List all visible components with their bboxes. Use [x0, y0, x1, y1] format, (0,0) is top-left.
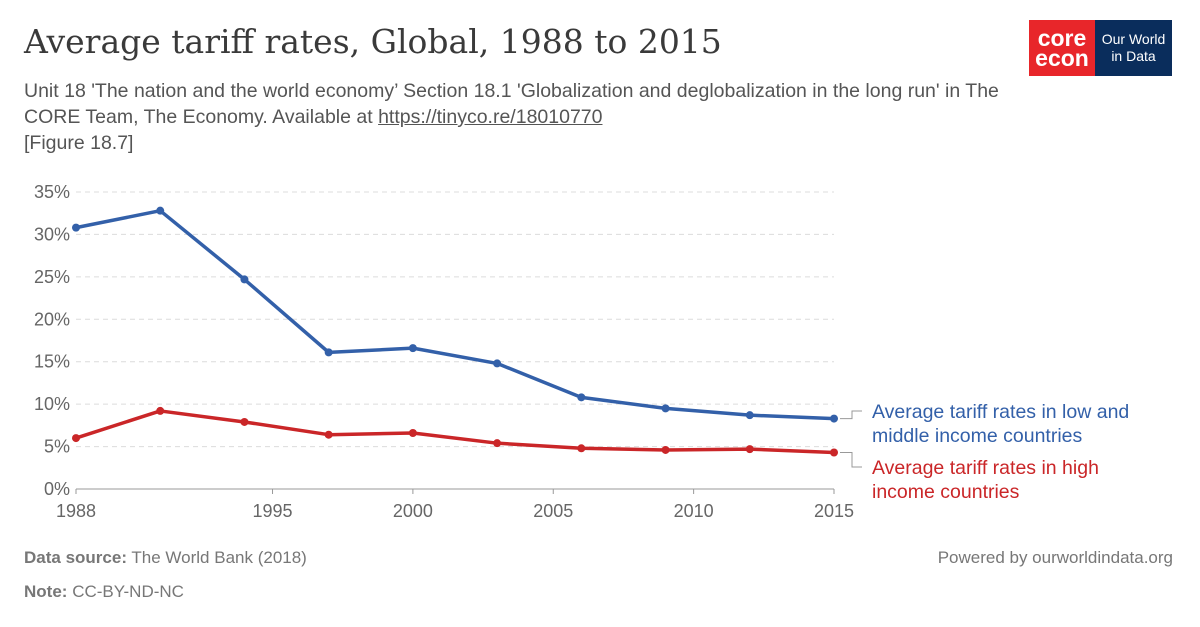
data-point — [830, 414, 838, 423]
data-point — [661, 404, 670, 413]
source-label: Data source: — [24, 548, 127, 567]
data-point — [240, 417, 249, 426]
y-tick-label: 20% — [34, 309, 70, 329]
note-label: Note: — [24, 582, 68, 601]
y-tick-label: 5% — [44, 437, 70, 457]
powered-by-link[interactable]: Powered by ourworldindata.org — [937, 548, 1173, 567]
license-note: Note: CC-BY-ND-NC — [24, 582, 184, 602]
chart-subtitle: Unit 18 'The nation and the world econom… — [24, 78, 1004, 156]
subtitle-link[interactable]: https://tinyco.re/18010770 — [378, 106, 603, 128]
data-point — [745, 411, 754, 420]
data-point — [324, 348, 333, 357]
x-tick-label: 2005 — [533, 501, 573, 521]
y-tick-label: 30% — [34, 224, 70, 244]
subtitle-figure-ref: [Figure 18.7] — [24, 132, 134, 154]
series-label-1: income countries — [872, 481, 1020, 503]
data-point — [408, 428, 417, 437]
data-point — [156, 406, 165, 415]
x-tick-label: 2010 — [674, 501, 714, 521]
data-point — [493, 359, 502, 368]
data-point — [240, 275, 249, 284]
series-label-0: middle income countries — [872, 425, 1083, 447]
data-point — [324, 430, 333, 439]
data-point — [156, 206, 165, 215]
core-econ-logo[interactable]: core econ — [1029, 20, 1095, 76]
source-value: The World Bank (2018) — [131, 548, 307, 567]
subtitle-text: Unit 18 'The nation and the world econom… — [24, 80, 999, 128]
x-tick-label: 1988 — [56, 501, 96, 521]
series-label-1: Average tariff rates in high — [872, 457, 1099, 479]
logos[interactable]: core econ Our World in Data — [1029, 20, 1172, 76]
owid-logo-line2: in Data — [1111, 48, 1156, 64]
y-tick-label: 10% — [34, 394, 70, 414]
data-point — [745, 445, 754, 454]
x-tick-label: 2000 — [393, 501, 433, 521]
core-logo-line2: econ — [1035, 45, 1089, 71]
data-point — [830, 448, 838, 457]
data-point — [493, 439, 502, 448]
data-point — [408, 344, 417, 353]
series-line-1 — [75, 409, 835, 455]
y-tick-label: 25% — [34, 267, 70, 287]
data-point — [577, 444, 586, 453]
y-tick-label: 0% — [44, 479, 70, 499]
y-tick-label: 35% — [34, 182, 70, 202]
data-point — [72, 223, 80, 232]
data-source: Data source: The World Bank (2018) — [24, 548, 307, 568]
owid-logo-line1: Our World — [1101, 31, 1166, 47]
note-value: CC-BY-ND-NC — [72, 582, 184, 601]
y-tick-label: 15% — [34, 352, 70, 372]
x-tick-label: 2015 — [814, 501, 854, 521]
owid-logo[interactable]: Our World in Data — [1095, 20, 1172, 76]
chart-title: Average tariff rates, Global, 1988 to 20… — [24, 22, 722, 61]
x-tick-label: 1995 — [252, 501, 292, 521]
data-point — [577, 393, 586, 402]
data-point — [661, 445, 670, 454]
data-point — [72, 434, 80, 443]
series-label-connector — [840, 410, 862, 420]
series-label-connector — [840, 452, 862, 468]
series-line-0 — [75, 208, 835, 421]
core-logo-line1: core — [1037, 25, 1087, 51]
series-label-0: Average tariff rates in low and — [872, 401, 1129, 423]
